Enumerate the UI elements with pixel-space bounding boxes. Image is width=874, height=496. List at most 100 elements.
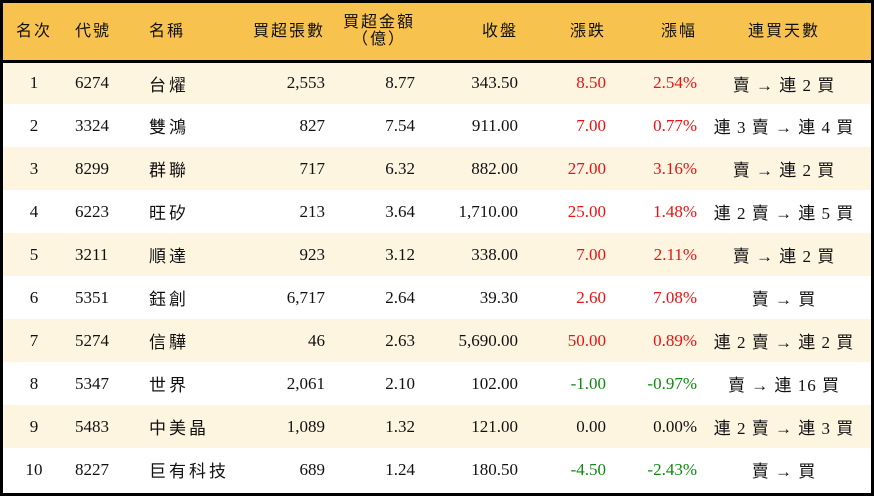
cell-name: 順達 xyxy=(149,247,189,266)
cell-name: 雙鴻 xyxy=(149,118,189,137)
cell-code: 8227 xyxy=(75,459,109,479)
cell-net-buy-amount: 2.63 xyxy=(385,330,415,350)
cell-close: 338.00 xyxy=(471,244,518,264)
cell-change-pct: 0.77% xyxy=(653,115,697,135)
cell-net-buy-lots: 689 xyxy=(299,459,326,479)
cell-change-pct: -0.97% xyxy=(647,373,697,393)
header-net-buy-amount: 買超金額 （億） xyxy=(325,3,415,61)
header-change: 漲跌 xyxy=(569,22,606,40)
cell-change: 2.60 xyxy=(576,287,606,307)
cell-rank: 1 xyxy=(29,73,39,93)
cell-change-pct: 2.54% xyxy=(653,73,697,93)
cell-name: 鈺創 xyxy=(149,290,189,309)
cell-change-pct: -2.43% xyxy=(647,459,697,479)
cell-net-buy-amount: 3.64 xyxy=(385,201,415,221)
cell-streak: 連 3 賣 → 連 4 買 xyxy=(713,118,855,137)
cell-name: 群聯 xyxy=(149,161,189,180)
table-row: 10 8227 巨有科技 689 1.24 180.50 -4.50 -2.43… xyxy=(3,448,871,491)
cell-code: 8299 xyxy=(75,158,109,178)
cell-name: 旺矽 xyxy=(149,204,189,223)
cell-name: 世界 xyxy=(149,376,189,395)
cell-net-buy-lots: 827 xyxy=(299,115,326,135)
cell-change-pct: 1.48% xyxy=(653,201,697,221)
cell-rank: 2 xyxy=(29,115,39,135)
cell-net-buy-lots: 213 xyxy=(299,201,326,221)
cell-net-buy-amount: 7.54 xyxy=(385,115,415,135)
table-row: 6 5351 鈺創 6,717 2.64 39.30 2.60 7.08% 賣 … xyxy=(3,276,871,319)
cell-change-pct: 7.08% xyxy=(653,287,697,307)
header-net-buy-lots: 買超張數 xyxy=(252,22,325,40)
cell-streak: 賣 → 連 16 買 xyxy=(728,376,840,395)
cell-streak: 賣 → 連 2 買 xyxy=(732,247,836,266)
cell-change: -4.50 xyxy=(570,459,606,479)
cell-code: 3211 xyxy=(75,244,109,264)
cell-net-buy-amount: 8.77 xyxy=(385,73,415,93)
cell-net-buy-amount: 1.24 xyxy=(385,459,415,479)
cell-streak: 連 2 賣 → 連 3 買 xyxy=(713,419,855,438)
cell-close: 882.00 xyxy=(471,158,518,178)
cell-change-pct: 2.11% xyxy=(653,244,697,264)
cell-name: 中美晶 xyxy=(149,419,209,438)
net-buy-ranking-table: 名次 代號 名稱 買超張數 買超金額 （億） 收盤 漲跌 漲幅 連買天數 1 6… xyxy=(3,3,871,491)
cell-change-pct: 0.00% xyxy=(653,416,697,436)
cell-net-buy-lots: 2,061 xyxy=(286,373,325,393)
cell-code: 5483 xyxy=(75,416,109,436)
table-row: 2 3324 雙鴻 827 7.54 911.00 7.00 0.77% 連 3… xyxy=(3,104,871,147)
cell-streak: 連 2 賣 → 連 5 買 xyxy=(713,204,855,223)
header-name: 名稱 xyxy=(149,22,186,40)
cell-net-buy-lots: 46 xyxy=(308,330,325,350)
cell-change: 27.00 xyxy=(567,158,606,178)
cell-net-buy-amount: 3.12 xyxy=(385,244,415,264)
cell-change-pct: 0.89% xyxy=(653,330,697,350)
cell-streak: 連 2 賣 → 連 2 買 xyxy=(713,333,855,352)
cell-code: 6223 xyxy=(75,201,109,221)
cell-change: 7.00 xyxy=(576,244,606,264)
cell-net-buy-lots: 1,089 xyxy=(286,416,325,436)
cell-code: 3324 xyxy=(75,115,109,135)
cell-streak: 賣 → 買 xyxy=(751,462,817,481)
table-row: 1 6274 台燿 2,553 8.77 343.50 8.50 2.54% 賣… xyxy=(3,61,871,104)
cell-change-pct: 3.16% xyxy=(653,158,697,178)
cell-change: 7.00 xyxy=(576,115,606,135)
cell-close: 180.50 xyxy=(471,459,518,479)
cell-net-buy-amount: 1.32 xyxy=(385,416,415,436)
cell-rank: 4 xyxy=(29,201,39,221)
cell-close: 1,710.00 xyxy=(458,201,519,221)
cell-streak: 賣 → 連 2 買 xyxy=(732,161,836,180)
cell-rank: 7 xyxy=(29,330,39,350)
cell-streak: 賣 → 連 2 買 xyxy=(732,75,836,95)
cell-close: 5,690.00 xyxy=(458,330,519,350)
cell-name: 台燿 xyxy=(149,75,189,95)
cell-close: 39.30 xyxy=(479,287,518,307)
cell-close: 121.00 xyxy=(471,416,518,436)
cell-close: 343.50 xyxy=(471,73,518,93)
cell-change: 25.00 xyxy=(567,201,606,221)
cell-code: 5351 xyxy=(75,287,109,307)
cell-name: 巨有科技 xyxy=(149,462,229,481)
cell-change: 50.00 xyxy=(567,330,606,350)
cell-code: 5274 xyxy=(75,330,109,350)
table-row: 8 5347 世界 2,061 2.10 102.00 -1.00 -0.97%… xyxy=(3,362,871,405)
cell-net-buy-lots: 717 xyxy=(299,158,326,178)
cell-net-buy-lots: 2,553 xyxy=(286,73,325,93)
cell-close: 911.00 xyxy=(471,115,518,135)
table-header-row: 名次 代號 名稱 買超張數 買超金額 （億） 收盤 漲跌 漲幅 連買天數 xyxy=(3,3,871,61)
cell-net-buy-lots: 6,717 xyxy=(286,287,325,307)
cell-name: 信驊 xyxy=(149,333,189,352)
cell-streak: 賣 → 買 xyxy=(751,290,817,309)
cell-change: -1.00 xyxy=(570,373,606,393)
cell-rank: 6 xyxy=(29,287,39,307)
cell-rank: 8 xyxy=(29,373,39,393)
cell-code: 5347 xyxy=(75,373,109,393)
header-close: 收盤 xyxy=(481,22,518,40)
header-net-buy-amount-line2: （億） xyxy=(351,31,406,49)
cell-rank: 5 xyxy=(29,244,39,264)
header-code: 代號 xyxy=(75,22,112,40)
header-change-pct: 漲幅 xyxy=(660,22,697,40)
cell-change: 8.50 xyxy=(576,73,606,93)
cell-change: 0.00 xyxy=(576,416,606,436)
table-row: 4 6223 旺矽 213 3.64 1,710.00 25.00 1.48% … xyxy=(3,190,871,233)
cell-net-buy-amount: 2.64 xyxy=(385,287,415,307)
cell-rank: 10 xyxy=(25,459,43,479)
